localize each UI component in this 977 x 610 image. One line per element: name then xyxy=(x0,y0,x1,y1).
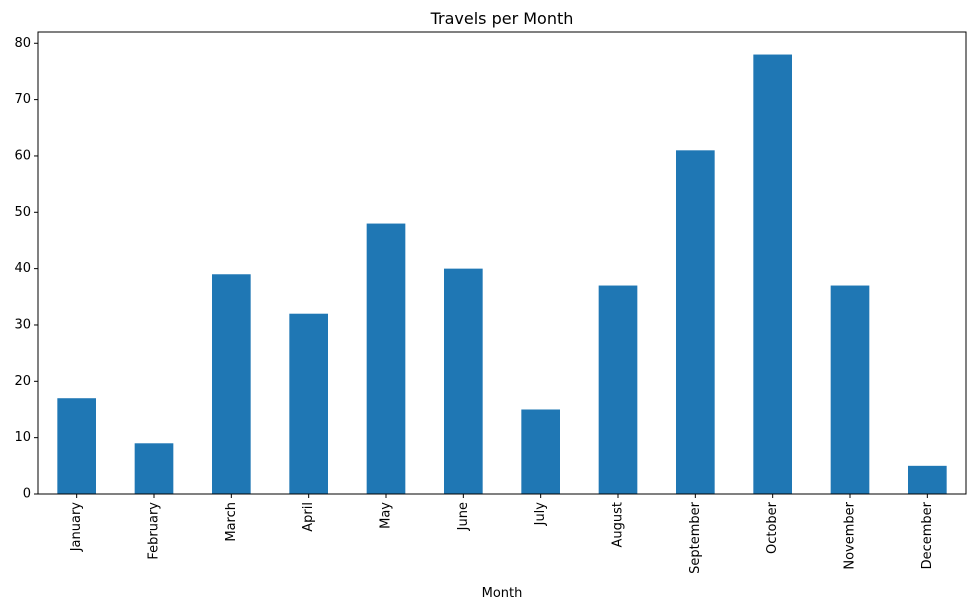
y-tick-label: 20 xyxy=(14,374,31,389)
y-tick-label: 30 xyxy=(14,317,31,332)
x-tick-label: July xyxy=(533,502,548,527)
bar-march xyxy=(212,274,251,494)
bar-july xyxy=(521,409,560,494)
y-tick-label: 40 xyxy=(14,261,31,276)
y-tick-label: 80 xyxy=(14,36,31,51)
bar-december xyxy=(908,465,947,494)
bars-group xyxy=(57,54,947,494)
chart-title: Travels per Month xyxy=(430,9,574,28)
bar-april xyxy=(289,313,328,494)
x-tick-label: August xyxy=(611,502,626,548)
x-tick-label: September xyxy=(688,501,703,574)
x-tick-label: October xyxy=(765,501,780,554)
x-tick-label: April xyxy=(301,502,316,532)
bar-june xyxy=(444,268,483,494)
plot-frame xyxy=(37,31,967,495)
y-tick-label: 70 xyxy=(14,92,31,107)
bar-october xyxy=(753,54,792,494)
y-tick-label: 0 xyxy=(23,487,31,502)
bar-may xyxy=(366,223,406,494)
x-tick-label: November xyxy=(843,501,858,569)
y-axis: 0 10 20 30 40 50 60 70 80 xyxy=(14,36,38,502)
bar-january xyxy=(57,398,96,494)
x-tick-label: December xyxy=(920,501,935,569)
x-tick-label: February xyxy=(147,502,162,560)
bar-february xyxy=(134,443,174,494)
x-tick-label: January xyxy=(69,502,84,553)
x-tick-label: May xyxy=(379,502,394,529)
x-axis: January February March April May June July Augu… xyxy=(69,494,935,574)
x-axis-title: Month xyxy=(482,586,523,601)
y-tick-label: 50 xyxy=(14,205,31,220)
bar-august xyxy=(598,285,638,494)
x-tick-label: March xyxy=(224,502,239,542)
y-tick-label: 60 xyxy=(14,148,31,163)
x-tick-label: June xyxy=(456,502,471,531)
y-tick-label: 10 xyxy=(14,430,31,445)
bar-september xyxy=(676,150,715,494)
bar-november xyxy=(830,285,870,494)
